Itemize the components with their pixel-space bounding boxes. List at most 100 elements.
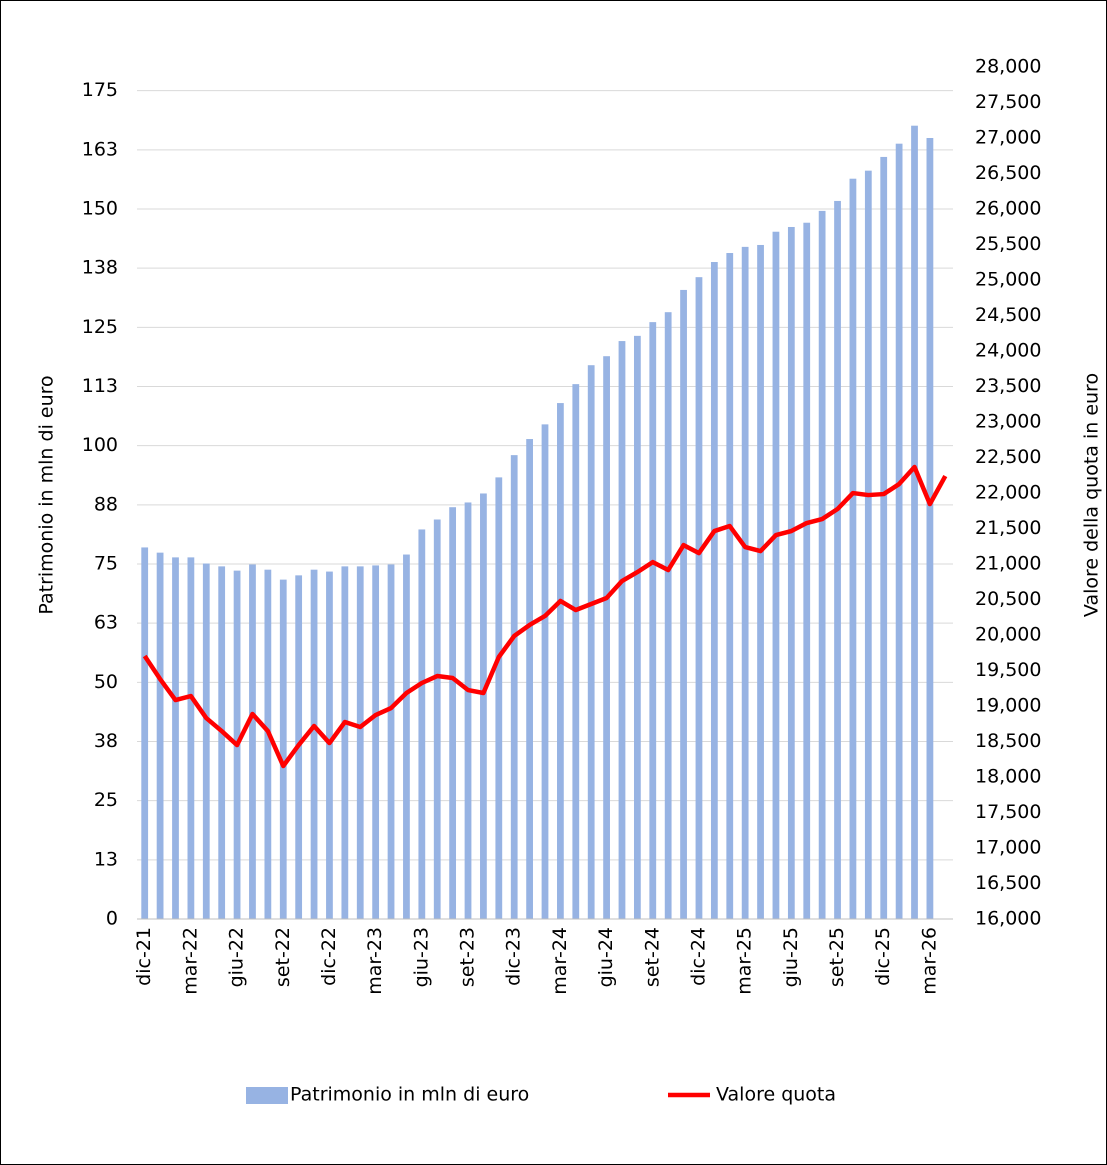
x-tick-label: dic-22 bbox=[318, 927, 340, 986]
x-tick-label: giu-22 bbox=[226, 927, 248, 987]
bar bbox=[187, 557, 195, 919]
y2-tick-label: 20,500 bbox=[975, 588, 1041, 610]
bar bbox=[618, 341, 626, 919]
y-tick-label: 125 bbox=[82, 316, 118, 338]
y-axis-title: Patrimonio in mln di euro bbox=[36, 375, 58, 614]
y-tick-label: 63 bbox=[94, 612, 118, 634]
bar bbox=[172, 557, 179, 919]
y2-tick-label: 18,500 bbox=[975, 730, 1041, 752]
y2-tick-label: 24,000 bbox=[975, 340, 1041, 362]
y-tick-label: 138 bbox=[82, 257, 118, 279]
bar bbox=[156, 552, 164, 919]
y2-tick-label: 26,500 bbox=[975, 162, 1041, 184]
y-tick-label: 38 bbox=[94, 730, 118, 752]
y2-tick-label: 19,500 bbox=[975, 659, 1041, 681]
y2-tick-label: 17,000 bbox=[975, 837, 1041, 859]
bar bbox=[387, 564, 395, 919]
x-tick-label: giu-25 bbox=[780, 927, 802, 987]
bar bbox=[695, 277, 703, 919]
bar bbox=[911, 125, 918, 919]
y2-tick-label: 16,000 bbox=[975, 908, 1041, 930]
y2-tick-label: 28,000 bbox=[975, 56, 1041, 78]
y2-tick-label: 26,000 bbox=[975, 198, 1041, 220]
bar bbox=[480, 493, 487, 919]
y-tick-label: 75 bbox=[94, 553, 118, 575]
bar bbox=[526, 439, 533, 919]
bar bbox=[772, 231, 780, 920]
y2-tick-label: 22,000 bbox=[975, 482, 1041, 504]
bar bbox=[680, 289, 687, 919]
y2-tick-label: 22,500 bbox=[975, 446, 1041, 468]
bar bbox=[218, 566, 226, 919]
y2-tick-label: 25,000 bbox=[975, 269, 1041, 291]
bar bbox=[649, 322, 657, 919]
y2-tick-label: 27,000 bbox=[975, 127, 1041, 149]
bar bbox=[633, 335, 641, 919]
bar bbox=[495, 477, 503, 919]
bar bbox=[587, 365, 595, 919]
x-tick-label: set-25 bbox=[826, 927, 848, 987]
y2-tick-label: 24,500 bbox=[975, 304, 1041, 326]
y-tick-label: 100 bbox=[82, 434, 118, 456]
bar bbox=[249, 564, 256, 919]
bar bbox=[449, 507, 457, 919]
bar bbox=[803, 222, 811, 919]
x-tick-label: dic-24 bbox=[687, 927, 709, 986]
x-tick-label: giu-24 bbox=[595, 927, 617, 987]
y2-tick-label: 16,500 bbox=[975, 872, 1041, 894]
legend-swatch bbox=[246, 1087, 288, 1104]
bar bbox=[279, 579, 287, 919]
bar bbox=[818, 210, 826, 920]
y2-axis-title: Valore della quota in euro bbox=[1081, 373, 1103, 617]
x-tick-label: mar-25 bbox=[734, 927, 756, 995]
bar bbox=[895, 143, 903, 919]
y2-tick-label: 25,500 bbox=[975, 233, 1041, 255]
bar bbox=[541, 424, 549, 919]
bar bbox=[926, 138, 934, 919]
bar bbox=[202, 563, 210, 919]
bar bbox=[603, 356, 610, 919]
bar bbox=[741, 246, 749, 919]
bar bbox=[418, 529, 426, 919]
bar bbox=[464, 502, 472, 919]
bar bbox=[849, 178, 857, 919]
x-tick-label: dic-21 bbox=[133, 927, 155, 986]
y2-tick-label: 23,500 bbox=[975, 375, 1041, 397]
y2-tick-label: 20,000 bbox=[975, 624, 1041, 646]
x-tick-label: set-23 bbox=[457, 927, 479, 987]
y-tick-label: 0 bbox=[106, 908, 118, 930]
y-tick-label: 163 bbox=[82, 138, 118, 160]
bar bbox=[787, 226, 795, 919]
x-tick-label: set-24 bbox=[641, 927, 663, 987]
bar bbox=[710, 262, 718, 920]
bar bbox=[310, 569, 318, 919]
legend-label: Patrimonio in mln di euro bbox=[290, 1084, 529, 1106]
y-tick-label: 25 bbox=[94, 789, 118, 811]
x-tick-label: giu-23 bbox=[410, 927, 432, 987]
x-tick-label: mar-26 bbox=[918, 927, 940, 995]
y2-tick-label: 23,000 bbox=[975, 411, 1041, 433]
y2-tick-label: 21,500 bbox=[975, 517, 1041, 539]
y-tick-label: 150 bbox=[82, 198, 118, 220]
bar bbox=[356, 566, 364, 919]
bar bbox=[757, 244, 764, 919]
bar bbox=[880, 156, 888, 919]
bar bbox=[403, 554, 410, 919]
bar bbox=[572, 384, 580, 920]
bar bbox=[864, 170, 872, 919]
y2-tick-label: 21,000 bbox=[975, 553, 1041, 575]
bar bbox=[433, 519, 441, 919]
bar bbox=[557, 403, 564, 920]
y-tick-label: 13 bbox=[94, 848, 118, 870]
bar bbox=[834, 200, 841, 919]
y-tick-label: 113 bbox=[82, 375, 118, 397]
x-tick-label: mar-23 bbox=[364, 927, 386, 995]
bar bbox=[141, 547, 149, 919]
bar bbox=[726, 253, 734, 919]
x-tick-label: mar-24 bbox=[549, 927, 571, 995]
x-tick-label: dic-23 bbox=[503, 927, 525, 986]
x-tick-label: set-22 bbox=[272, 927, 294, 987]
bar bbox=[372, 565, 380, 919]
